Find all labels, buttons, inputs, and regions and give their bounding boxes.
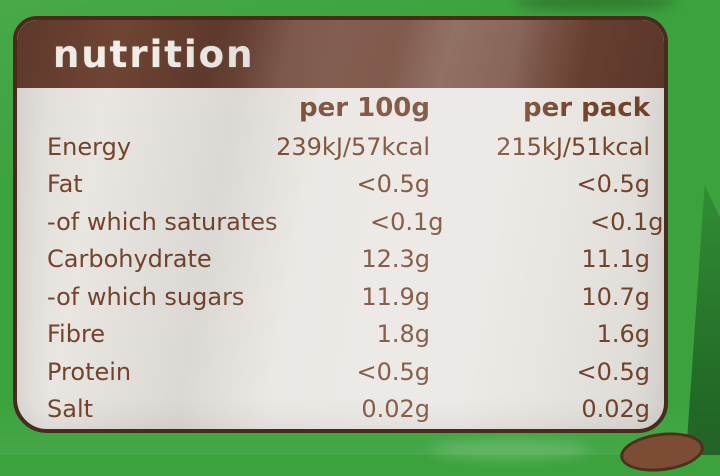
nutrient-name: -of which sugars bbox=[47, 282, 245, 311]
per-100g-value: 239kJ/57kcal bbox=[276, 132, 430, 161]
nutrient-name: -of which saturates bbox=[47, 207, 278, 236]
nutrition-title: nutrition bbox=[53, 32, 255, 76]
per-100g-value: 1.8g bbox=[376, 320, 430, 349]
table-row-saturates: -of which saturates <0.1g <0.1g bbox=[47, 203, 664, 241]
nutrition-label-header: nutrition bbox=[17, 20, 664, 88]
table-row-fat: Fat <0.5g <0.5g bbox=[47, 166, 652, 204]
per-pack-value: 1.6g bbox=[596, 320, 650, 349]
column-header-per-pack: per pack bbox=[523, 93, 650, 123]
table-row-salt: Salt 0.02g 0.02g bbox=[47, 391, 652, 429]
nutrient-name: Fat bbox=[47, 170, 83, 199]
nutrition-label: nutrition per 100g per pack Energy 239kJ… bbox=[13, 16, 668, 433]
per-100g-value: 12.3g bbox=[361, 245, 430, 274]
nutrient-name: Carbohydrate bbox=[47, 245, 212, 274]
per-100g-value: 11.9g bbox=[361, 282, 430, 311]
per-pack-value: <0.5g bbox=[576, 170, 650, 199]
package-graphic-fragment bbox=[617, 428, 707, 476]
table-row-fibre: Fibre 1.8g 1.6g bbox=[47, 316, 652, 354]
per-100g-value: 0.02g bbox=[361, 395, 430, 424]
per-pack-value: 0.02g bbox=[581, 395, 650, 424]
per-pack-value: 215kJ/51kcal bbox=[496, 132, 650, 161]
table-row-energy: Energy 239kJ/57kcal 215kJ/51kcal bbox=[47, 128, 652, 166]
per-100g-value: <0.5g bbox=[356, 170, 430, 199]
table-header-row: per 100g per pack bbox=[47, 88, 652, 128]
nutrition-table: per 100g per pack Energy 239kJ/57kcal 21… bbox=[17, 88, 664, 429]
nutrient-name: Energy bbox=[47, 132, 132, 161]
table-row-protein: Protein <0.5g <0.5g bbox=[47, 353, 652, 391]
per-100g-value: <0.1g bbox=[369, 207, 444, 236]
nutrient-name: Fibre bbox=[47, 320, 106, 349]
table-row-sugars: -of which sugars 11.9g 10.7g bbox=[47, 278, 652, 316]
per-pack-value: 11.1g bbox=[581, 245, 650, 274]
per-100g-value: <0.5g bbox=[356, 357, 430, 386]
nutrient-name: Protein bbox=[47, 357, 132, 386]
nutrient-name: Salt bbox=[47, 395, 94, 424]
table-row-carbohydrate: Carbohydrate 12.3g 11.1g bbox=[47, 241, 652, 279]
per-pack-value: <0.1g bbox=[589, 207, 664, 236]
per-pack-value: 10.7g bbox=[581, 282, 650, 311]
package-edge-shadow bbox=[686, 185, 720, 455]
column-header-per-100g: per 100g bbox=[298, 93, 430, 123]
package-smudge bbox=[515, 0, 675, 11]
per-pack-value: <0.5g bbox=[576, 357, 650, 386]
package-glare bbox=[430, 439, 590, 461]
